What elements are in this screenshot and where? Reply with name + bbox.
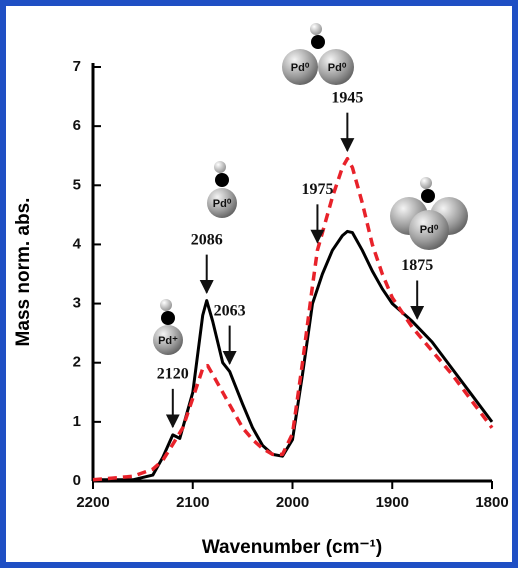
x-tick-label: 2100 bbox=[176, 494, 209, 511]
annotation-label: 2063 bbox=[214, 302, 246, 319]
x-tick-label: 2000 bbox=[276, 494, 309, 511]
o-atom bbox=[214, 161, 226, 173]
pd-label: Pd⁰ bbox=[420, 224, 439, 236]
o-atom bbox=[160, 299, 172, 311]
annotation-label: 1975 bbox=[301, 181, 333, 198]
o-atom bbox=[420, 177, 432, 189]
pd-atom bbox=[207, 188, 237, 218]
pd-label: Pd⁺ bbox=[158, 335, 178, 347]
c-atom bbox=[421, 189, 435, 203]
pd-atom bbox=[153, 325, 183, 355]
c-atom bbox=[311, 35, 325, 49]
y-axis-title: Mass norm. abs. bbox=[13, 198, 34, 347]
pd-atom bbox=[282, 49, 318, 85]
x-axis-title: Wavenumber (cm⁻¹) bbox=[202, 537, 382, 558]
annotation-label: 1875 bbox=[401, 257, 433, 274]
y-tick-label: 4 bbox=[73, 235, 82, 252]
y-tick-label: 1 bbox=[73, 413, 81, 430]
y-tick-label: 2 bbox=[73, 354, 81, 371]
y-tick-label: 7 bbox=[73, 58, 81, 75]
pd-atom bbox=[318, 49, 354, 85]
pd-atom bbox=[409, 210, 449, 250]
series-line bbox=[92, 156, 494, 482]
x-tick-label: 1800 bbox=[475, 494, 508, 511]
x-tick-label: 2200 bbox=[76, 494, 109, 511]
y-tick-label: 6 bbox=[73, 117, 81, 134]
annotation-label: 1945 bbox=[331, 89, 363, 106]
pd-label: Pd⁰ bbox=[328, 62, 347, 74]
annotation-label: 2086 bbox=[191, 231, 223, 248]
annotation-label: 2120 bbox=[157, 366, 189, 383]
c-atom bbox=[215, 173, 229, 187]
y-tick-label: 0 bbox=[73, 472, 81, 489]
y-tick-label: 3 bbox=[73, 295, 81, 312]
o-atom bbox=[310, 23, 322, 35]
x-tick-label: 1900 bbox=[376, 494, 409, 511]
c-atom bbox=[161, 311, 175, 325]
y-tick-label: 5 bbox=[73, 176, 81, 193]
pd-label: Pd⁰ bbox=[213, 198, 232, 210]
pd-label: Pd⁰ bbox=[291, 62, 310, 74]
